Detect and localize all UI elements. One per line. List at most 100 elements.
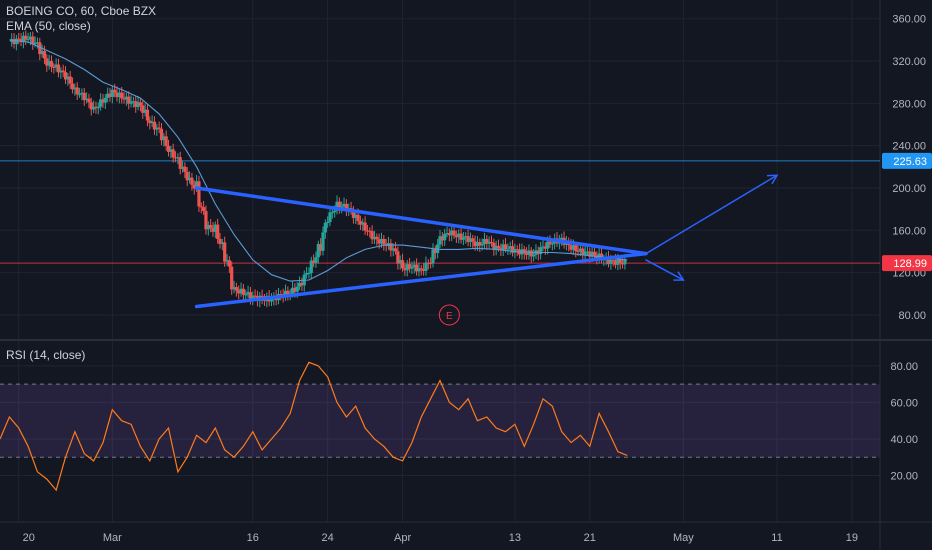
candle-body-134 bbox=[321, 232, 325, 251]
candle-body-71 bbox=[173, 157, 178, 159]
time-tick-label-6: 21 bbox=[584, 532, 596, 544]
candle-body-5 bbox=[19, 39, 23, 43]
breakout-arrow-up bbox=[645, 174, 778, 255]
symbol-title: BOEING CO, 60, Cboe BZX bbox=[6, 4, 157, 18]
candle-body-25 bbox=[66, 76, 70, 80]
candle-body-201 bbox=[478, 242, 482, 246]
time-tick-label-2: 16 bbox=[247, 532, 259, 544]
candle-body-116 bbox=[279, 294, 283, 296]
arrow-up-head bbox=[767, 174, 779, 185]
time-tick-label-9: 19 bbox=[846, 532, 858, 544]
candle-body-99 bbox=[239, 288, 243, 294]
candle-body-2 bbox=[12, 39, 16, 45]
candle-body-209 bbox=[496, 245, 501, 249]
candle-body-24 bbox=[63, 72, 68, 80]
candle-body-180 bbox=[429, 263, 433, 265]
candle-body-159 bbox=[379, 238, 384, 244]
candle-body-244 bbox=[578, 248, 583, 252]
candle-body-18 bbox=[49, 61, 54, 67]
candle-body-17 bbox=[47, 61, 51, 66]
candle-body-31 bbox=[80, 92, 84, 95]
candle-body-168 bbox=[400, 260, 405, 269]
candle-body-60 bbox=[148, 120, 152, 124]
candle-body-98 bbox=[237, 290, 241, 294]
candle-body-68 bbox=[166, 145, 171, 152]
candle-body-86 bbox=[209, 225, 213, 228]
rsi-tick-label-2: 40.00 bbox=[890, 434, 918, 446]
candle-body-50 bbox=[124, 96, 128, 100]
candle-body-46 bbox=[115, 92, 119, 98]
candle-body-23 bbox=[61, 70, 65, 73]
candle-body-38 bbox=[96, 106, 100, 109]
candle-body-123 bbox=[295, 286, 299, 292]
candle-body-186 bbox=[443, 233, 447, 241]
candle-body-178 bbox=[424, 262, 428, 271]
candle-body-44 bbox=[110, 89, 114, 97]
earnings-marker-label: E bbox=[446, 311, 453, 322]
candle-body-217 bbox=[515, 249, 519, 251]
candle-body-153 bbox=[365, 230, 370, 232]
candle-body-16 bbox=[45, 58, 49, 66]
candle-body-58 bbox=[143, 109, 147, 113]
candle-body-227 bbox=[539, 247, 543, 255]
rsi-band bbox=[0, 384, 880, 458]
candle-body-194 bbox=[461, 237, 466, 240]
candle-body-91 bbox=[220, 242, 224, 244]
candle-body-30 bbox=[77, 94, 82, 96]
candle-body-124 bbox=[297, 282, 302, 287]
candle-body-129 bbox=[309, 260, 313, 274]
price-tick-label-0: 360.00 bbox=[892, 14, 926, 26]
candle-body-150 bbox=[358, 221, 363, 225]
candle-body-184 bbox=[438, 236, 442, 245]
candle-body-232 bbox=[550, 243, 554, 245]
candle-body-258 bbox=[611, 259, 615, 261]
candle-body-181 bbox=[431, 249, 435, 264]
ema-line bbox=[9, 39, 628, 282]
candle-body-43 bbox=[108, 93, 112, 97]
candle-body-53 bbox=[131, 101, 136, 103]
candle-body-35 bbox=[89, 102, 93, 110]
candle-body-207 bbox=[492, 242, 496, 250]
candle-body-154 bbox=[368, 230, 372, 232]
candle-body-162 bbox=[386, 243, 391, 246]
candle-body-250 bbox=[592, 251, 597, 256]
candle-body-177 bbox=[422, 269, 426, 271]
candle-body-67 bbox=[164, 136, 168, 146]
candle-body-212 bbox=[503, 244, 508, 250]
candle-body-61 bbox=[150, 121, 154, 124]
candle-body-4 bbox=[17, 38, 21, 40]
candle-body-169 bbox=[403, 268, 407, 271]
candle-body-228 bbox=[541, 246, 545, 248]
candle-body-105 bbox=[253, 295, 257, 297]
candle-body-263 bbox=[623, 259, 627, 265]
price-tick-label-5: 160.00 bbox=[892, 225, 926, 237]
level-badge-0 bbox=[882, 152, 932, 169]
candle-body-170 bbox=[405, 264, 409, 271]
candle-body-208 bbox=[494, 245, 498, 250]
candle-body-155 bbox=[370, 231, 374, 240]
candle-body-144 bbox=[344, 203, 348, 211]
candle-body-200 bbox=[475, 242, 480, 247]
rsi-legend: RSI (14, close) bbox=[6, 348, 86, 362]
candle-body-152 bbox=[363, 222, 367, 231]
time-tick-label-5: 13 bbox=[509, 532, 521, 544]
candle-body-142 bbox=[340, 206, 344, 208]
candle-body-257 bbox=[609, 259, 613, 265]
candle-body-135 bbox=[323, 222, 327, 233]
candle-body-100 bbox=[241, 288, 246, 295]
candle-body-79 bbox=[192, 184, 196, 189]
candle-body-156 bbox=[372, 236, 377, 240]
candle-body-104 bbox=[251, 295, 255, 299]
candle-body-199 bbox=[473, 241, 477, 247]
candle-body-96 bbox=[232, 287, 236, 290]
candle-body-242 bbox=[574, 245, 578, 251]
candle-body-29 bbox=[75, 87, 79, 95]
candle-body-103 bbox=[248, 292, 253, 299]
candle-body-262 bbox=[620, 263, 625, 265]
candle-body-195 bbox=[464, 236, 468, 238]
candle-body-204 bbox=[485, 238, 489, 244]
candle-body-59 bbox=[145, 109, 150, 121]
candle-body-90 bbox=[218, 238, 222, 244]
candle-body-259 bbox=[613, 260, 618, 265]
